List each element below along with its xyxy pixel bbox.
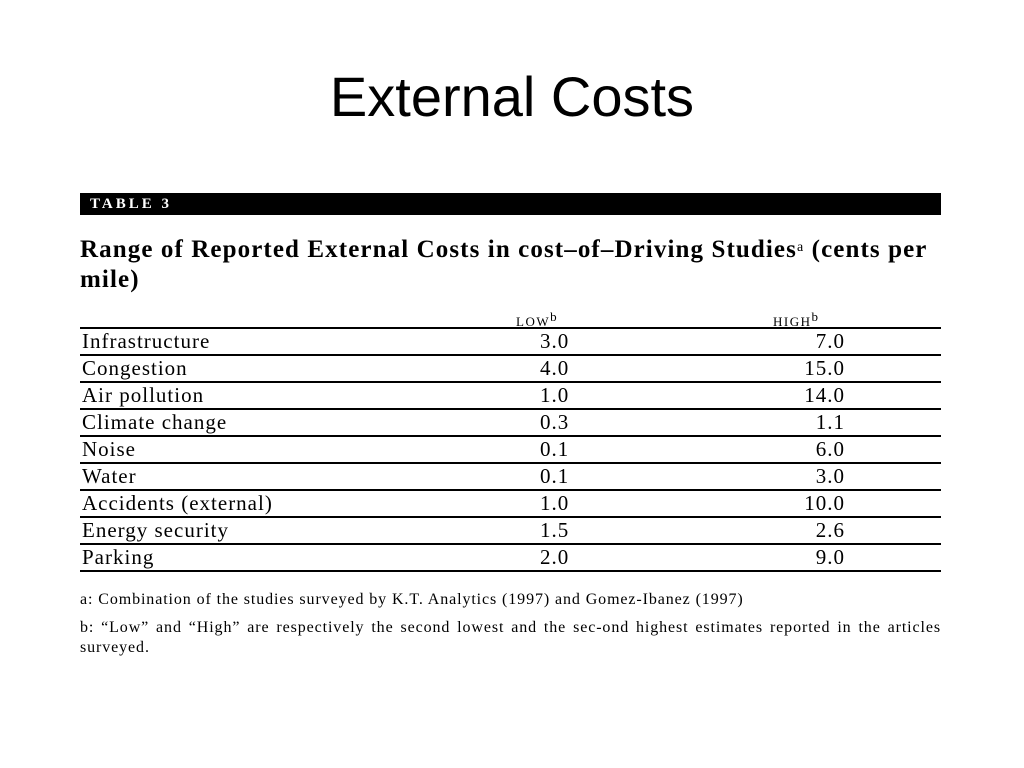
table-row: Infrastructure 3.0 7.0	[80, 329, 941, 356]
table-row: Parking 2.0 9.0	[80, 545, 941, 572]
table-row: Accidents (external) 1.0 10.0	[80, 491, 941, 518]
column-header-low: LOWb	[516, 309, 557, 329]
row-label: Accidents (external)	[82, 491, 273, 515]
table-row: Noise 0.1 6.0	[80, 437, 941, 464]
row-label: Parking	[82, 545, 155, 569]
caption-units: (cents per mile)	[80, 236, 928, 293]
table-body: Infrastructure 3.0 7.0 Congestion 4.0 15…	[80, 327, 941, 572]
caption-text: Range of Reported External Costs in cost…	[80, 236, 797, 263]
row-label: Water	[82, 464, 137, 488]
row-high-value: 15.0	[804, 356, 845, 380]
row-low-value: 0.3	[540, 410, 570, 434]
row-high-value: 14.0	[804, 383, 845, 407]
row-high-value: 10.0	[804, 491, 845, 515]
table-row: Climate change 0.3 1.1	[80, 410, 941, 437]
slide-title: External Costs	[329, 65, 695, 128]
table-row: Energy security 1.5 2.6	[80, 518, 941, 545]
row-low-value: 1.0	[540, 491, 570, 515]
row-high-value: 1.1	[815, 410, 845, 434]
row-high-value: 7.0	[815, 329, 845, 353]
row-label: Energy security	[82, 518, 229, 542]
column-header-high: HIGHb	[773, 309, 818, 329]
caption-footnote-marker: a	[796, 240, 805, 255]
row-label: Climate change	[82, 410, 228, 434]
row-low-value: 3.0	[540, 329, 570, 353]
footnote-b: b: “Low” and “High” are respectively the…	[80, 619, 941, 656]
row-high-value: 2.6	[815, 518, 845, 542]
row-label: Congestion	[82, 356, 188, 380]
table-caption: Range of Reported External Costs in cost…	[80, 233, 941, 295]
table-row: Congestion 4.0 15.0	[80, 356, 941, 383]
row-label: Infrastructure	[82, 329, 211, 353]
table-label: TABLE 3	[80, 193, 941, 215]
table-row: Air pollution 1.0 14.0	[80, 383, 941, 410]
row-high-value: 9.0	[815, 545, 845, 569]
cost-table: TABLE 3 Range of Reported External Costs…	[80, 193, 941, 666]
row-low-value: 1.0	[540, 383, 570, 407]
footnote-a: a: Combination of the studies surveyed b…	[80, 591, 744, 608]
row-high-value: 6.0	[815, 437, 845, 461]
row-low-value: 1.5	[540, 518, 570, 542]
column-header: LOWb HIGHb	[80, 297, 941, 329]
row-low-value: 2.0	[540, 545, 570, 569]
row-low-value: 4.0	[540, 356, 570, 380]
row-label: Air pollution	[82, 383, 205, 407]
row-low-value: 0.1	[540, 464, 570, 488]
table-row: Water 0.1 3.0	[80, 464, 941, 491]
row-low-value: 0.1	[540, 437, 570, 461]
row-label: Noise	[82, 437, 136, 461]
table-footnotes: a: Combination of the studies surveyed b…	[80, 590, 941, 658]
row-high-value: 3.0	[815, 464, 845, 488]
